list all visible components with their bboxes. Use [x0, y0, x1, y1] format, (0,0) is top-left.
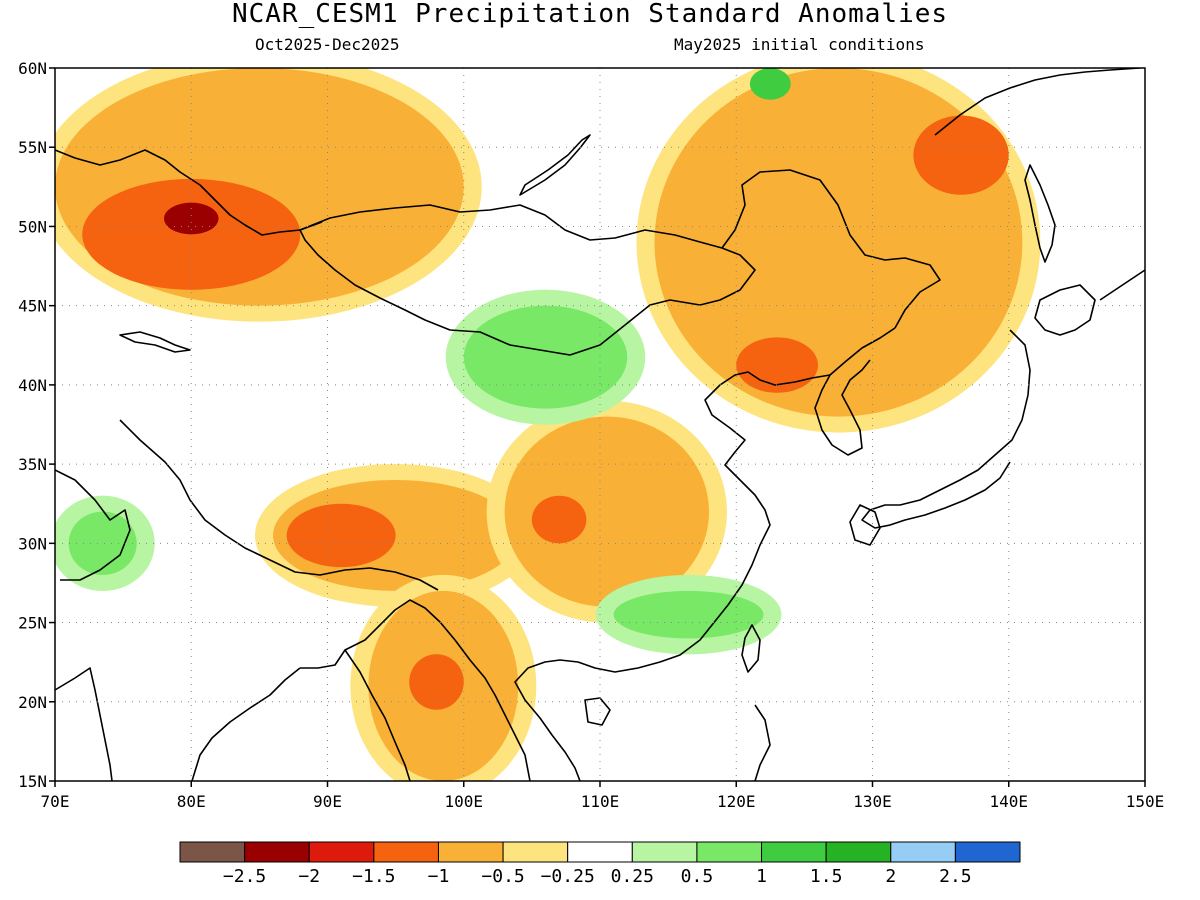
y-tick-label: 15N: [18, 772, 47, 791]
x-tick-label: 70E: [41, 792, 70, 811]
anomaly-region: [531, 495, 587, 544]
coast-japan-kyushu: [849, 504, 881, 546]
x-tick-label: 130E: [853, 792, 892, 811]
anomaly-region: [82, 178, 301, 290]
coast-hainan: [584, 697, 611, 726]
colorbar-swatch: [373, 841, 439, 863]
coast-india-west: [55, 667, 113, 781]
colorbar-swatch: [502, 841, 569, 863]
border-mongolia: [299, 204, 756, 356]
colorbar-swatch: [696, 841, 763, 863]
y-tick-label: 55N: [18, 138, 47, 157]
anomaly-region: [164, 202, 219, 235]
anomaly-region: [286, 503, 396, 568]
y-tick-label: 45N: [18, 297, 47, 316]
y-tick-label: 40N: [18, 376, 47, 395]
map-subtitle-period: Oct2025-Dec2025: [255, 35, 400, 54]
x-tick-label: 120E: [717, 792, 756, 811]
x-tick-label: 150E: [1126, 792, 1165, 811]
coast-philippines: [754, 704, 771, 781]
colorbar-swatch: [179, 841, 246, 863]
colorbar-swatch: [890, 841, 956, 863]
colorbar-label: 2: [885, 866, 896, 887]
y-tick-label: 50N: [18, 217, 47, 236]
coast-bohai-shandong: [577, 371, 831, 673]
colorbar: −2.5 −2 −1.5 −1 −0.5 −0.25 0.25 0.5 1 1.5 2 2.5: [179, 841, 1021, 887]
coast-korea-bohai: [814, 327, 896, 456]
x-tick-label: 80E: [177, 792, 206, 811]
colorbar-label: −1: [428, 866, 450, 887]
map-subtitle-initial-conditions: May2025 initial conditions: [674, 35, 924, 54]
x-tick-label: 100E: [444, 792, 483, 811]
map-plot-area: [55, 68, 1145, 781]
border-india-pakistan: [55, 469, 131, 581]
coast-myanmar-thailand: [344, 599, 531, 781]
anomaly-region: [68, 511, 137, 576]
axes: 70E 80E 90E 100E 110E 120E 130E 140E 150E 60N 55N 5…: [18, 59, 1164, 811]
colorbar-label: 1.5: [810, 866, 843, 887]
y-tick-label: 25N: [18, 614, 47, 633]
anomaly-region: [913, 115, 1009, 195]
anomaly-region: [463, 305, 628, 409]
coast-japan-hokkaido: [1034, 284, 1096, 336]
border-russia-kazakhstan: [55, 149, 323, 236]
colorbar-label: −0.5: [481, 866, 524, 887]
colorbar-swatch: [437, 841, 504, 863]
border-himalaya: [119, 419, 439, 591]
x-tick-label: 140E: [989, 792, 1028, 811]
colorbar-label: −2.5: [223, 866, 266, 887]
colorbar-swatch: [631, 841, 698, 863]
coastlines-and-borders: [55, 68, 1145, 781]
colorbar-swatch: [825, 841, 892, 863]
coast-sakhalin: [1024, 164, 1056, 263]
anomaly-region: [749, 68, 791, 100]
coast-taiwan: [741, 624, 761, 673]
x-tick-label: 90E: [313, 792, 342, 811]
y-tick-label: 35N: [18, 455, 47, 474]
x-tick-label: 110E: [581, 792, 620, 811]
coast-okhotsk: [934, 68, 1141, 136]
colorbar-label: 2.5: [939, 866, 972, 887]
coast-indochina: [514, 659, 581, 781]
colorbar-swatch: [954, 841, 1021, 863]
colorbar-swatch: [761, 841, 827, 863]
anomaly-region: [736, 337, 818, 393]
coast-india-east: [191, 667, 301, 781]
colorbar-label: −0.25: [541, 866, 595, 887]
colorbar-label: −1.5: [352, 866, 395, 887]
y-tick-label: 20N: [18, 693, 47, 712]
border-china-russia-northeast: [721, 169, 941, 329]
colorbar-swatch: [567, 841, 633, 863]
coast-bay-of-bengal: [300, 649, 411, 781]
colorbar-swatch: [244, 841, 310, 863]
anomaly-region: [613, 590, 764, 639]
lake-baikal: [519, 134, 591, 196]
anomaly-shading: [55, 68, 1041, 781]
colorbar-swatch: [308, 841, 375, 863]
colorbar-label: 0.25: [611, 866, 654, 887]
colorbar-label: 1: [756, 866, 767, 887]
colorbar-label: 0.5: [681, 866, 714, 887]
colorbar-label: −2: [298, 866, 320, 887]
y-tick-label: 30N: [18, 534, 47, 553]
coast-kurils: [1099, 269, 1145, 301]
y-tick-label: 60N: [18, 59, 47, 78]
lake-balkhash: [119, 331, 191, 353]
map-title: NCAR_CESM1 Precipitation Standard Anomal…: [232, 0, 948, 29]
anomaly-region: [409, 654, 464, 710]
coast-japan-honshu: [861, 329, 1031, 529]
